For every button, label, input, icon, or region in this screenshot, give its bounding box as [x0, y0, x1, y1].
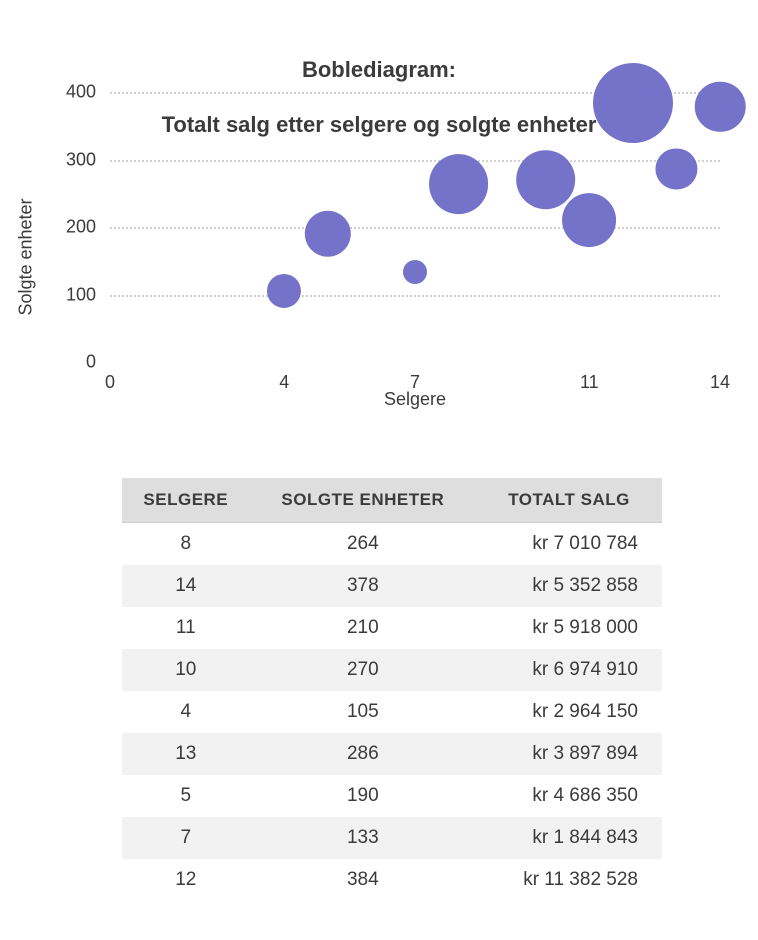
col-totalt: TOTALT SALG: [476, 478, 662, 523]
table-cell: kr 11 382 528: [476, 859, 662, 901]
table-cell: kr 3 897 894: [476, 733, 662, 775]
table-cell: 378: [250, 565, 477, 607]
table-row: 7133kr 1 844 843: [122, 817, 662, 859]
x-axis-label: Selgere: [384, 389, 446, 410]
table-body: 8264kr 7 010 78414378kr 5 352 85811210kr…: [122, 523, 662, 902]
bubble-point: [593, 63, 673, 143]
table-cell: kr 5 918 000: [476, 607, 662, 649]
table-cell: 7: [122, 817, 250, 859]
table-cell: 286: [250, 733, 477, 775]
col-selgere: SELGERE: [122, 478, 250, 523]
page-root: Boblediagram: Totalt salg etter selgere …: [0, 0, 758, 940]
table-cell: 190: [250, 775, 477, 817]
bubble-point: [562, 193, 616, 247]
bubble-point: [267, 274, 301, 308]
x-tick-label: 4: [279, 372, 289, 393]
table-header: SELGERE SOLGTE ENHETER TOTALT SALG: [122, 478, 662, 523]
gridline: [110, 295, 720, 297]
table-row: 13286kr 3 897 894: [122, 733, 662, 775]
table-cell: 5: [122, 775, 250, 817]
y-tick-label: 100: [66, 284, 96, 305]
sales-table: SELGERE SOLGTE ENHETER TOTALT SALG 8264k…: [122, 478, 662, 901]
bubble-chart: Solgte enheter 01002003004000471114 Selg…: [38, 92, 738, 422]
y-tick-label: 300: [66, 149, 96, 170]
table-cell: 8: [122, 523, 250, 566]
x-tick-label: 11: [580, 372, 599, 393]
table-cell: 14: [122, 565, 250, 607]
table-row: 10270kr 6 974 910: [122, 649, 662, 691]
table-cell: kr 6 974 910: [476, 649, 662, 691]
table-row: 8264kr 7 010 784: [122, 523, 662, 566]
table-cell: kr 5 352 858: [476, 565, 662, 607]
bubble-point: [516, 150, 576, 210]
bubble-point: [656, 148, 697, 189]
table-cell: kr 1 844 843: [476, 817, 662, 859]
bubble-point: [429, 154, 489, 214]
y-axis-label: Solgte enheter: [16, 198, 37, 315]
bubble-point: [403, 260, 427, 284]
table-cell: 384: [250, 859, 477, 901]
y-tick-label: 200: [66, 217, 96, 238]
y-tick-label: 0: [86, 352, 96, 373]
table-cell: 4: [122, 691, 250, 733]
table-cell: kr 2 964 150: [476, 691, 662, 733]
table-row: 14378kr 5 352 858: [122, 565, 662, 607]
gridline: [110, 160, 720, 162]
y-tick-label: 400: [66, 82, 96, 103]
col-solgte: SOLGTE ENHETER: [250, 478, 477, 523]
table-cell: 210: [250, 607, 477, 649]
gridline: [110, 227, 720, 229]
table-cell: 11: [122, 607, 250, 649]
table-cell: kr 7 010 784: [476, 523, 662, 566]
table-cell: 270: [250, 649, 477, 691]
x-tick-label: 14: [710, 372, 730, 393]
data-table: SELGERE SOLGTE ENHETER TOTALT SALG 8264k…: [122, 478, 662, 901]
table-cell: 264: [250, 523, 477, 566]
bubble-point: [695, 82, 746, 133]
table-row: 11210kr 5 918 000: [122, 607, 662, 649]
plot-area: 01002003004000471114: [110, 92, 720, 362]
table-cell: 10: [122, 649, 250, 691]
chart-title-line1: Boblediagram:: [302, 57, 456, 82]
table-cell: 133: [250, 817, 477, 859]
table-cell: 105: [250, 691, 477, 733]
table-row: 5190kr 4 686 350: [122, 775, 662, 817]
table-row: 12384kr 11 382 528: [122, 859, 662, 901]
x-tick-label: 0: [105, 372, 115, 393]
table-row: 4105kr 2 964 150: [122, 691, 662, 733]
table-cell: 12: [122, 859, 250, 901]
table-cell: 13: [122, 733, 250, 775]
bubble-point: [305, 211, 351, 257]
table-cell: kr 4 686 350: [476, 775, 662, 817]
